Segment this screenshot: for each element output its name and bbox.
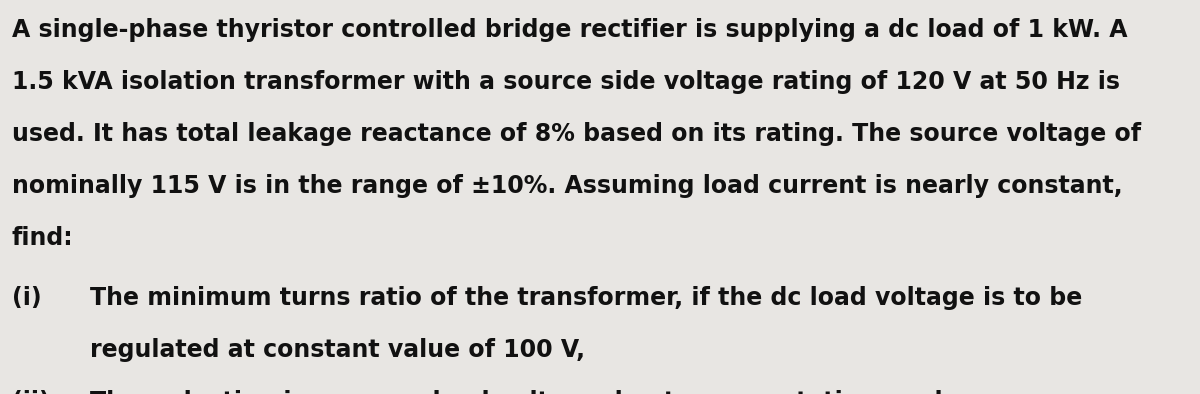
Text: A single-phase thyristor controlled bridge rectifier is supplying a dc load of 1: A single-phase thyristor controlled brid… xyxy=(12,18,1128,42)
Text: regulated at constant value of 100 V,: regulated at constant value of 100 V, xyxy=(90,338,586,362)
Text: used. It has total leakage reactance of 8% based on its rating. The source volta: used. It has total leakage reactance of … xyxy=(12,122,1141,146)
Text: (ii): (ii) xyxy=(12,390,49,394)
Text: The reduction in average load voltage due to commutation, and: The reduction in average load voltage du… xyxy=(90,390,943,394)
Text: The minimum turns ratio of the transformer, if the dc load voltage is to be: The minimum turns ratio of the transform… xyxy=(90,286,1082,310)
Text: (i): (i) xyxy=(12,286,42,310)
Text: find:: find: xyxy=(12,226,73,250)
Text: nominally 115 V is in the range of ±10%. Assuming load current is nearly constan: nominally 115 V is in the range of ±10%.… xyxy=(12,174,1123,198)
Text: 1.5 kVA isolation transformer with a source side voltage rating of 120 V at 50 H: 1.5 kVA isolation transformer with a sou… xyxy=(12,70,1120,94)
